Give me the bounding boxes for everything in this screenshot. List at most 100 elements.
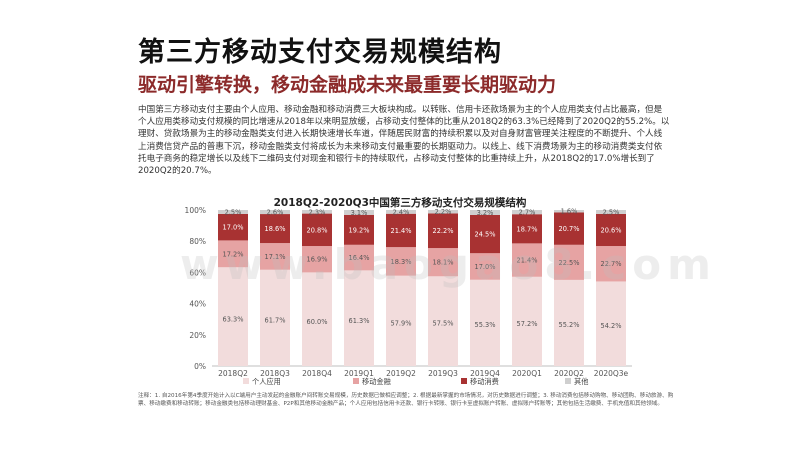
- data-label: 61.7%: [265, 317, 286, 325]
- bar-segment: [512, 210, 542, 215]
- y-tick-label: 80%: [189, 237, 206, 246]
- data-label: 63.3%: [223, 316, 244, 324]
- data-label: 2.2%: [435, 208, 452, 216]
- bar-segment: [428, 248, 458, 277]
- bar-segment: [344, 214, 374, 245]
- bar-segment: [554, 212, 584, 245]
- data-label: 2.7%: [519, 209, 536, 217]
- bar-segment: [596, 210, 626, 214]
- bar-segment: [470, 253, 500, 280]
- data-label: 22.7%: [601, 260, 622, 268]
- chart-title: 2018Q2-2020Q3中国第三方移动支付交易规模结构: [273, 197, 527, 209]
- bar-segment: [428, 276, 458, 366]
- bar-segment: [386, 275, 416, 366]
- bar-segment: [512, 214, 542, 244]
- x-tick-label: 2018Q4: [302, 369, 332, 378]
- bar-segment: [386, 210, 416, 214]
- bar-segment: [428, 210, 458, 214]
- bar-segment: [218, 240, 248, 268]
- legend-swatch: [461, 378, 467, 384]
- data-label: 55.2%: [559, 321, 580, 329]
- data-label: 2.5%: [603, 208, 620, 216]
- y-tick-label: 0%: [194, 362, 206, 371]
- legend-swatch: [243, 378, 249, 384]
- bar-segment: [596, 281, 626, 366]
- data-label: 2.4%: [393, 208, 410, 216]
- data-label: 2.3%: [309, 208, 326, 216]
- data-label: 18.3%: [391, 258, 412, 266]
- page-title: 第三方移动支付交易规模结构: [138, 37, 502, 68]
- data-label: 57.9%: [391, 319, 412, 327]
- y-tick-label: 100%: [185, 206, 206, 215]
- bar-segment: [260, 214, 290, 244]
- data-label: 55.3%: [475, 321, 496, 329]
- data-label: 61.3%: [349, 317, 370, 325]
- data-label: 17.0%: [223, 224, 244, 232]
- bar-segment: [512, 276, 542, 366]
- data-label: 54.2%: [601, 322, 622, 330]
- x-tick-label: 2018Q3: [260, 369, 290, 378]
- bar-segment: [260, 210, 290, 215]
- data-label: 3.2%: [477, 209, 494, 217]
- bar-segment: [554, 279, 584, 366]
- bar-segment: [218, 210, 248, 214]
- data-label: 18.1%: [433, 259, 454, 267]
- bar-segment: [470, 214, 500, 254]
- x-tick-label: 2019Q1: [344, 369, 374, 378]
- legend-label: 移动消费: [470, 377, 499, 386]
- bar-segment: [260, 243, 290, 270]
- data-label: 20.7%: [559, 225, 580, 233]
- data-label: 1.6%: [561, 208, 578, 216]
- bar-segment: [512, 243, 542, 277]
- legend-label: 移动金融: [362, 377, 391, 386]
- bar-segment: [470, 279, 500, 366]
- bar-segment: [302, 213, 332, 247]
- data-label: 21.4%: [517, 257, 538, 265]
- bar-segment: [554, 244, 584, 280]
- data-label: 17.2%: [223, 250, 244, 258]
- data-label: 16.9%: [307, 256, 328, 264]
- bar-segment: [554, 210, 584, 213]
- y-tick-label: 20%: [189, 331, 206, 340]
- bar-segment: [386, 247, 416, 276]
- data-label: 57.5%: [433, 320, 454, 328]
- bar-segment: [260, 269, 290, 366]
- x-tick-label: 2020Q1: [512, 369, 542, 378]
- y-tick-label: 40%: [189, 300, 206, 309]
- data-label: 17.0%: [475, 263, 496, 271]
- bar-segment: [344, 244, 374, 271]
- data-label: 21.4%: [391, 227, 412, 235]
- x-tick-label: 2018Q2: [218, 369, 248, 378]
- bar-segment: [218, 213, 248, 241]
- bar-segment: [428, 213, 458, 249]
- bar-segment: [302, 246, 332, 273]
- bar-segment: [596, 213, 626, 247]
- data-label: 60.0%: [307, 318, 328, 326]
- footnote: 注释：1. 自2016年第4季度开始计入以C端用户主动发起的金融账户间转账交易规…: [138, 393, 674, 407]
- data-label: 2.5%: [225, 208, 242, 216]
- data-label: 2.6%: [267, 209, 284, 217]
- bar-segment: [302, 272, 332, 366]
- bar-segment: [386, 213, 416, 248]
- data-label: 18.6%: [265, 225, 286, 233]
- data-label: 22.2%: [433, 227, 454, 235]
- bar-segment: [470, 210, 500, 215]
- x-tick-label: 2019Q2: [386, 369, 416, 378]
- data-label: 16.4%: [349, 254, 370, 262]
- data-label: 19.2%: [349, 226, 370, 234]
- data-label: 22.5%: [559, 259, 580, 267]
- body-paragraph: 中国第三方移动支付主要由个人应用、移动金融和移动消费三大板块构成。以转账、信用卡…: [138, 105, 670, 177]
- data-label: 3.1%: [351, 209, 368, 217]
- legend-swatch: [565, 378, 571, 384]
- x-tick-label: 2020Q2: [554, 369, 584, 378]
- data-label: 24.5%: [475, 231, 496, 239]
- x-tick-label: 2020Q3e: [594, 369, 629, 378]
- bar-segment: [596, 246, 626, 282]
- data-label: 20.8%: [307, 226, 328, 234]
- x-tick-label: 2019Q3: [428, 369, 458, 378]
- data-label: 18.7%: [517, 225, 538, 233]
- data-label: 17.1%: [265, 253, 286, 261]
- data-label: 20.6%: [601, 226, 622, 234]
- x-tick-label: 2019Q4: [470, 369, 500, 378]
